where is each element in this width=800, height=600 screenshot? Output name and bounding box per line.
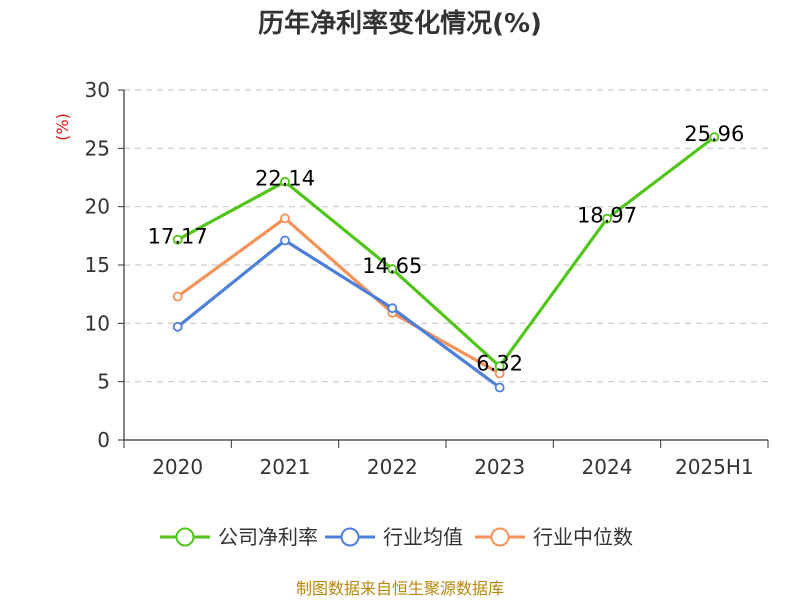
chart-title: 历年净利率变化情况(%) <box>258 8 542 39</box>
legend-item: 行业中位数 <box>475 525 633 549</box>
data-point <box>709 132 720 143</box>
y-axis-label: (%) <box>53 113 72 141</box>
series-line <box>176 216 502 376</box>
data-label: 22.14 <box>255 167 315 191</box>
data-label: 14.65 <box>362 254 422 278</box>
data-point <box>172 321 183 332</box>
data-label: 6.32 <box>476 351 523 375</box>
data-point <box>494 382 505 393</box>
axes: 0 5 10 15 20 25 30 2020 2021 2022 2023 2024 2025H1 <box>85 78 769 479</box>
y-tick-label: 0 <box>97 428 110 452</box>
y-tick-label: 5 <box>97 370 110 394</box>
y-tick-label: 25 <box>85 136 110 160</box>
data-point <box>280 213 290 224</box>
x-tick-label: 2025H1 <box>675 455 754 479</box>
x-tick-label: 2022 <box>367 455 418 479</box>
legend-item: 行业均值 <box>325 525 463 549</box>
data-label: 17.17 <box>148 225 208 249</box>
data-label: 18.97 <box>577 204 637 228</box>
legend: 公司净利率 行业均值 行业中位数 <box>160 525 633 549</box>
data-point <box>172 234 183 245</box>
legend-label: 行业均值 <box>383 525 463 549</box>
y-tick-label: 15 <box>85 253 110 277</box>
series-line <box>176 238 502 390</box>
x-tick-label: 2021 <box>260 455 311 479</box>
data-point <box>387 303 398 314</box>
legend-item: 公司净利率 <box>160 525 318 549</box>
legend-label: 行业中位数 <box>533 525 633 549</box>
y-tick-label: 30 <box>85 78 110 102</box>
data-point <box>602 213 612 224</box>
series-layer <box>172 132 720 393</box>
source-footnote: 制图数据来自恒生聚源数据库 <box>296 579 504 598</box>
x-tick-label: 2023 <box>474 455 525 479</box>
legend-marker <box>175 527 195 547</box>
data-labels: 17.17 22.14 14.65 6.32 18.97 25.96 <box>148 122 745 375</box>
data-point <box>280 176 290 187</box>
data-point <box>387 264 398 274</box>
data-point <box>172 291 183 302</box>
data-point <box>280 235 290 246</box>
series-line <box>176 135 716 368</box>
grid-lines <box>124 89 768 383</box>
legend-marker <box>340 527 360 547</box>
y-tick-label: 10 <box>85 311 110 335</box>
legend-label: 公司净利率 <box>218 525 318 549</box>
data-point <box>494 361 505 372</box>
data-label: 25.96 <box>684 122 744 146</box>
y-tick-label: 20 <box>85 195 110 219</box>
legend-marker <box>490 527 510 547</box>
x-tick-label: 2024 <box>582 455 633 479</box>
x-tick-label: 2020 <box>152 455 203 479</box>
